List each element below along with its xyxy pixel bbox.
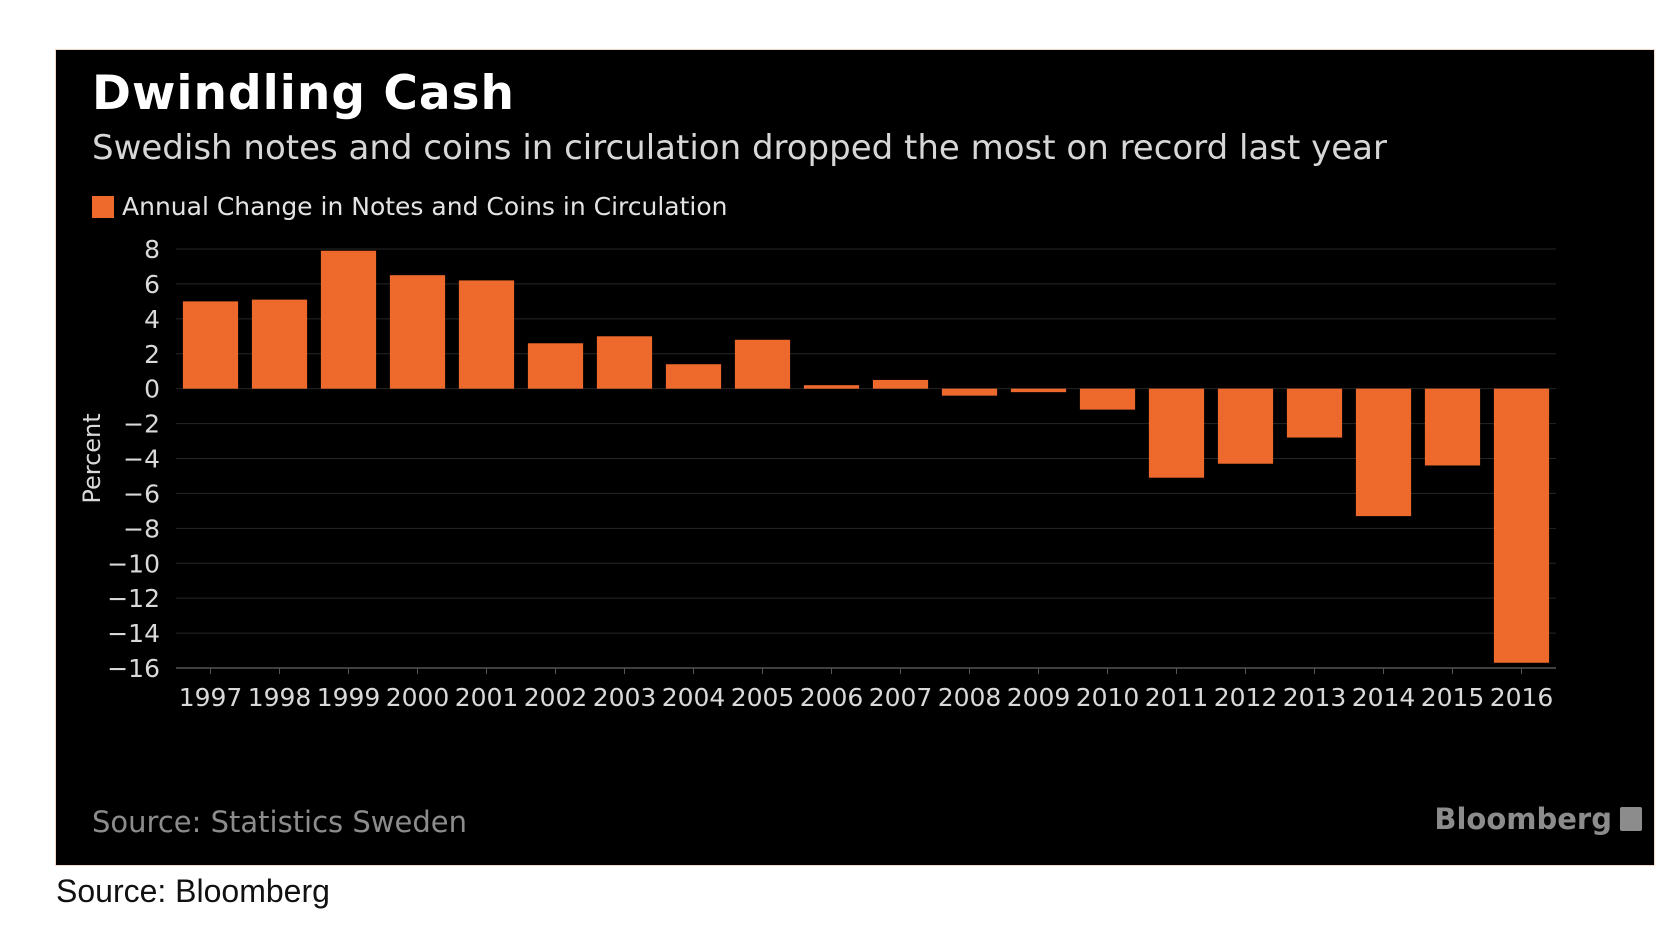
x-tick-label: 1997 xyxy=(179,683,243,712)
bar-1999 xyxy=(320,250,377,389)
bar-chart: 8 6 4 2 0 −2 −4 −6 −8 −10 −12 −14 −16 Percent 1997 1998… xyxy=(78,235,1556,712)
source-note: Source: Statistics Sweden xyxy=(92,805,467,839)
x-tick-label: 1999 xyxy=(317,683,381,712)
x-tick-label: 2013 xyxy=(1283,683,1347,712)
chart-title: Dwindling Cash xyxy=(92,66,515,121)
y-tick-label: 0 xyxy=(144,375,160,404)
x-tick-label: 2003 xyxy=(593,683,657,712)
bar-1997 xyxy=(182,301,239,389)
y-axis-label: Percent xyxy=(78,413,106,503)
bar-2000 xyxy=(389,275,446,389)
bar-2013 xyxy=(1286,388,1343,438)
chart-subtitle: Swedish notes and coins in circulation d… xyxy=(92,128,1387,168)
y-tick-label: 8 xyxy=(144,235,160,264)
x-tick-label: 2004 xyxy=(662,683,726,712)
bar-2015 xyxy=(1424,388,1481,466)
figure-source-caption: Source: Bloomberg xyxy=(56,873,330,909)
y-tick-label: −2 xyxy=(123,410,160,439)
bar-2002 xyxy=(527,343,584,389)
y-tick-label: −8 xyxy=(123,514,160,543)
x-tick-label: 2005 xyxy=(731,683,795,712)
chart-legend: Annual Change in Notes and Coins in Circ… xyxy=(92,192,728,221)
bar-2009 xyxy=(1010,388,1067,393)
y-tick-label: −4 xyxy=(123,445,160,474)
legend-label: Annual Change in Notes and Coins in Circ… xyxy=(122,192,728,221)
y-tick-label: −12 xyxy=(107,584,160,613)
bar-2005 xyxy=(734,339,791,389)
y-tick-label: 6 xyxy=(144,270,160,299)
x-tick-label: 1998 xyxy=(248,683,312,712)
y-tick-label: −10 xyxy=(107,549,160,578)
chart-card: Dwindling Cash Swedish notes and coins i… xyxy=(56,50,1654,865)
brand-logo: Bloomberg xyxy=(1434,802,1642,836)
y-tick-label: −6 xyxy=(123,479,160,508)
y-tick-label: −16 xyxy=(107,654,160,683)
x-tick-label: 2000 xyxy=(386,683,450,712)
x-tick-label: 2015 xyxy=(1421,683,1485,712)
x-tick-label: 2001 xyxy=(455,683,519,712)
bar-2003 xyxy=(596,336,653,389)
x-tick-label: 2012 xyxy=(1214,683,1278,712)
bloomberg-terminal-icon xyxy=(1620,807,1642,831)
y-tick-label: 2 xyxy=(144,340,160,369)
bar-2008 xyxy=(941,388,998,396)
x-tick-label: 2008 xyxy=(938,683,1002,712)
bar-2010 xyxy=(1079,388,1136,410)
bar-2001 xyxy=(458,280,515,389)
bar-2014 xyxy=(1355,388,1412,517)
bar-2006 xyxy=(803,385,860,389)
x-tick-label: 2006 xyxy=(800,683,864,712)
legend-swatch xyxy=(92,195,114,218)
bar-2012 xyxy=(1217,388,1274,464)
x-tick-label: 2002 xyxy=(524,683,588,712)
bar-1998 xyxy=(251,299,308,389)
brand-name: Bloomberg xyxy=(1434,802,1612,836)
bar-2007 xyxy=(872,379,929,389)
y-tick-label: 4 xyxy=(144,305,160,334)
bar-2016 xyxy=(1493,388,1550,663)
bar-2004 xyxy=(665,364,722,389)
x-tick-label: 2014 xyxy=(1352,683,1416,712)
x-tick-label: 2016 xyxy=(1490,683,1554,712)
y-tick-label: −14 xyxy=(107,619,160,648)
x-tick-label: 2009 xyxy=(1007,683,1071,712)
bar-2011 xyxy=(1148,388,1205,478)
x-tick-label: 2010 xyxy=(1076,683,1140,712)
x-tick-label: 2011 xyxy=(1145,683,1209,712)
x-tick-label: 2007 xyxy=(869,683,933,712)
